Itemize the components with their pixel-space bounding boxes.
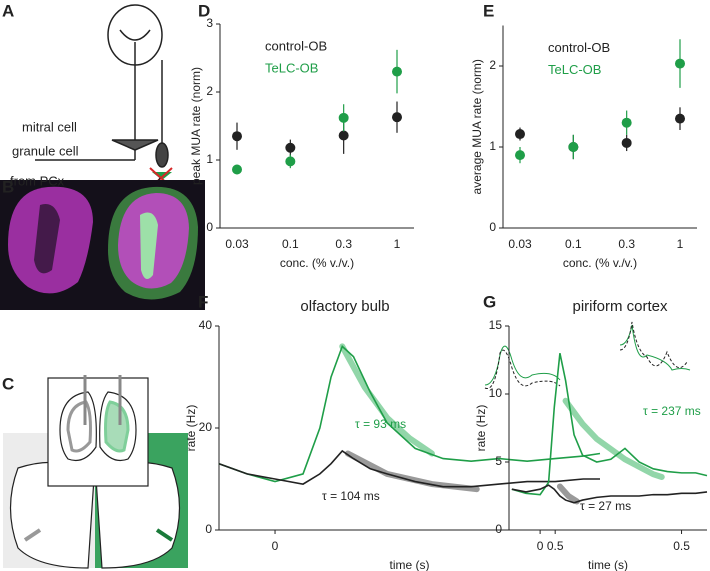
- point: [515, 150, 525, 161]
- trace: [218, 449, 600, 488]
- fit-curve: [556, 483, 580, 505]
- x-tick-label: 0: [537, 539, 544, 553]
- panel-letter: C: [2, 374, 14, 393]
- y-tick-label: 1: [489, 139, 496, 153]
- y-axis-label: rate (Hz): [184, 405, 198, 452]
- x-tick-label: 0.1: [565, 237, 582, 251]
- x-tick-label: 0.03: [508, 237, 532, 251]
- panel-letter: B: [2, 177, 14, 196]
- point: [285, 156, 296, 167]
- y-tick-label: 15: [489, 318, 503, 332]
- y-tick-label: 0: [489, 220, 496, 234]
- y-tick-label: 0: [205, 522, 212, 536]
- y-axis-label: peak MUA rate (norm): [189, 67, 203, 185]
- x-axis-label: time (s): [390, 558, 430, 571]
- x-tick-label: 0.3: [335, 237, 352, 251]
- fit-curve: [339, 343, 435, 457]
- y-tick-label: 5: [495, 454, 502, 468]
- annotation: τ = 104 ms: [322, 489, 380, 503]
- y-tick-label: 20: [199, 420, 213, 434]
- point: [621, 117, 632, 128]
- diagram-label: from PCx: [10, 173, 65, 188]
- x-tick-label: 1: [677, 237, 684, 251]
- inset-traces: [484, 321, 691, 390]
- point: [568, 142, 579, 152]
- micrograph: [0, 180, 205, 310]
- point: [232, 131, 242, 142]
- legend-entry: TeLC-OB: [265, 60, 318, 75]
- x-tick-label: 0.5: [547, 539, 564, 553]
- panel-letter: D: [198, 1, 210, 20]
- y-tick-label: 2: [206, 84, 213, 98]
- x-tick-label: 0.1: [282, 237, 299, 251]
- x-tick-label: 0.03: [225, 237, 249, 251]
- point: [338, 112, 349, 123]
- point: [232, 164, 242, 175]
- panel-letter: G: [483, 292, 496, 311]
- panel-letter: F: [198, 292, 208, 311]
- point: [285, 142, 296, 153]
- panel-letter: E: [483, 1, 494, 20]
- diagram-label: granule cell: [12, 143, 79, 158]
- trace: [218, 345, 601, 483]
- fit-curve: [344, 450, 480, 493]
- annotation: τ = 237 ms: [643, 404, 701, 418]
- x-tick-label: 0: [272, 539, 279, 553]
- panel-letter: A: [2, 1, 14, 20]
- y-axis-label: average MUA rate (norm): [470, 59, 484, 194]
- x-axis-label: conc. (% v./v.): [280, 256, 354, 270]
- point: [515, 129, 525, 140]
- point: [392, 66, 402, 77]
- x-axis-label: conc. (% v./v.): [563, 256, 637, 270]
- trace: [511, 353, 708, 496]
- chart-title: olfactory bulb: [300, 298, 389, 315]
- x-tick-label: 0.3: [618, 237, 635, 251]
- point: [621, 137, 632, 148]
- neuron-diagram: [35, 4, 173, 197]
- y-axis-label: rate (Hz): [474, 405, 488, 452]
- y-tick-label: 0: [206, 220, 213, 234]
- trace: [511, 484, 708, 504]
- x-tick-label: 0.5: [673, 539, 690, 553]
- x-axis-label: time (s): [588, 558, 628, 571]
- fit-curve: [562, 397, 665, 480]
- point: [675, 113, 685, 124]
- y-tick-label: 40: [199, 318, 213, 332]
- brain-diagram: [3, 375, 188, 569]
- y-tick-label: 10: [489, 386, 503, 400]
- y-tick-label: 2: [489, 58, 496, 72]
- point: [675, 58, 685, 69]
- y-tick-label: 3: [206, 16, 213, 30]
- y-tick-label: 1: [206, 152, 213, 166]
- legend-entry: control-OB: [548, 40, 610, 55]
- chart-title: piriform cortex: [572, 298, 668, 315]
- annotation: τ = 93 ms: [355, 417, 406, 431]
- point: [392, 112, 402, 123]
- diagram-label: mitral cell: [22, 119, 77, 134]
- x-tick-label: 1: [394, 237, 401, 251]
- y-tick-label: 0: [495, 522, 502, 536]
- legend-entry: control-OB: [265, 38, 327, 53]
- legend-entry: TeLC-OB: [548, 62, 601, 77]
- annotation: τ = 27 ms: [580, 499, 631, 513]
- point: [338, 130, 349, 141]
